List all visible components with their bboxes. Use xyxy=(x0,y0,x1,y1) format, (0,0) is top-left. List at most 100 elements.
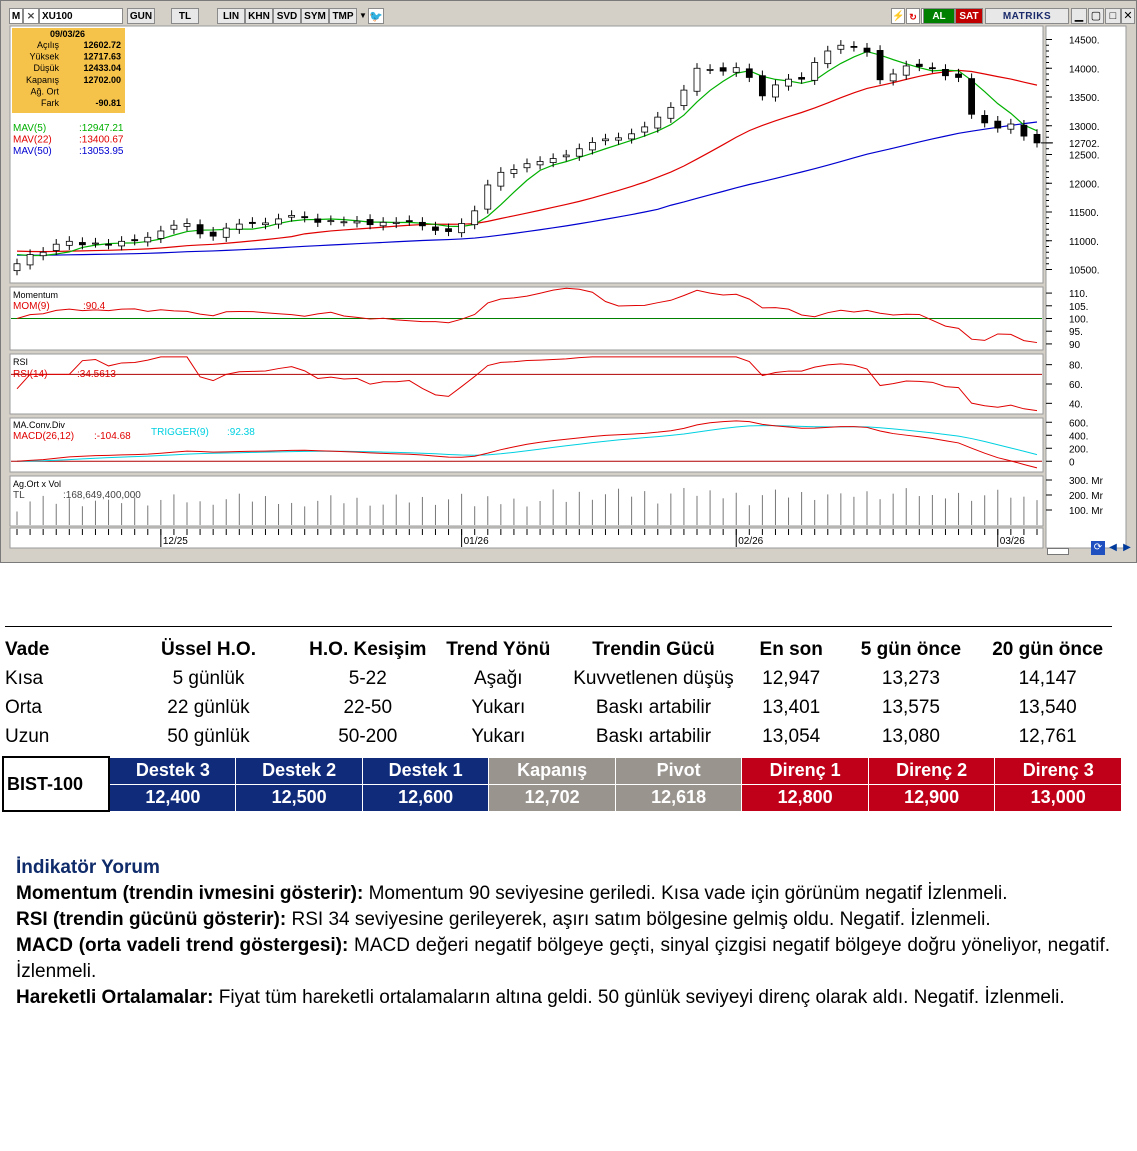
currency-button[interactable]: TL xyxy=(171,8,199,24)
ma-label: MAV(50) xyxy=(13,146,52,157)
trend-table: Vade Üssel H.O. H.O. Kesişim Trend Yönü … xyxy=(5,635,1115,751)
candle-body xyxy=(13,263,21,272)
col-header-vade: Vade xyxy=(5,638,50,660)
cell: Baskı artabilir xyxy=(595,725,712,747)
template-button[interactable]: TMP xyxy=(329,8,357,24)
horizontal-scrollbar[interactable] xyxy=(1047,548,1069,555)
date-label: 12/25 xyxy=(163,536,188,547)
scroll-right-icon[interactable]: ▶ xyxy=(1123,542,1131,553)
commentary-label: Hareketli Ortalamalar: xyxy=(16,987,214,1008)
momentum-tick-label: 105. xyxy=(1069,302,1088,313)
ma-label: MAV(5) xyxy=(13,123,46,134)
candle-body xyxy=(654,116,662,129)
symbol-field[interactable]: XU100 xyxy=(39,8,123,24)
level-value: 13,000 xyxy=(994,783,1122,812)
candle-body xyxy=(641,126,649,133)
trigger-value: :92.38 xyxy=(227,427,255,438)
commentary-item-momentum: Momentum (trendin ivmesini gösterir): Mo… xyxy=(16,881,1110,907)
candle-body xyxy=(994,120,1002,129)
candle-body xyxy=(523,163,531,169)
cell: 13,054 xyxy=(762,725,821,747)
price-tick-label: 12500. xyxy=(1069,151,1100,162)
panel-title: Momentum xyxy=(13,290,58,300)
candle-body xyxy=(235,223,243,230)
level-value: 12,400 xyxy=(108,783,237,812)
info-label: Ağ. Ort xyxy=(30,86,59,96)
commentary-text: RSI 34 seviyesine gerileyerek, aşırı sat… xyxy=(286,909,991,930)
candle-body xyxy=(915,63,923,67)
cell: Uzun xyxy=(5,725,50,747)
price-tick-label: 10500. xyxy=(1069,266,1100,277)
lightning-icon[interactable]: ⚡ xyxy=(891,8,905,24)
candle-body xyxy=(602,138,609,142)
candle-body xyxy=(889,73,897,82)
volume-value: :168,649,400,000 xyxy=(63,490,141,501)
buy-button[interactable]: AL xyxy=(923,8,955,24)
col-header-ema: Üssel H.O. xyxy=(160,638,256,660)
col-header-cross: H.O. Kesişim xyxy=(309,638,427,660)
candle-body xyxy=(144,236,152,243)
candle-body xyxy=(968,78,976,115)
candle-body xyxy=(588,142,596,151)
candle-body xyxy=(418,221,426,227)
candle-body xyxy=(876,50,884,81)
candle-body xyxy=(262,222,269,226)
candle-body xyxy=(170,224,178,230)
volume-tick-label: 200. Mr xyxy=(1069,491,1104,502)
candle-body xyxy=(758,75,766,97)
price-tick-label: 12000. xyxy=(1069,179,1100,190)
rsi-tick-label: 40. xyxy=(1069,399,1083,410)
col-header-5d: 5 gün önce xyxy=(860,638,962,660)
volume-label: TL xyxy=(13,490,25,501)
cell: 12,761 xyxy=(1018,725,1077,747)
info-label: Yüksek xyxy=(29,52,59,62)
panel-title: Ag.Ort x Vol xyxy=(13,479,61,489)
scale-button[interactable]: LIN xyxy=(217,8,245,24)
refresh-icon[interactable]: ↻ xyxy=(906,8,920,24)
price-tick-label: 13000. xyxy=(1069,122,1100,133)
candle-body xyxy=(445,228,452,232)
macd-tick-label: 400. xyxy=(1069,431,1088,442)
candle-body xyxy=(902,65,910,76)
restore-icon[interactable]: ▢ xyxy=(1088,8,1104,24)
cell: 13,273 xyxy=(881,667,940,689)
candle-body xyxy=(92,242,99,245)
twitter-icon[interactable]: 🐦 xyxy=(368,8,384,24)
period-button[interactable]: GUN xyxy=(127,8,155,24)
level-value: 12,500 xyxy=(235,783,363,812)
cell: 14,147 xyxy=(1018,667,1077,689)
minimize-icon[interactable]: ▁ xyxy=(1071,8,1087,24)
sync-icon[interactable]: ⟳ xyxy=(1091,541,1105,555)
candle-button[interactable]: KHN xyxy=(245,8,273,24)
symbol-button[interactable]: SYM xyxy=(301,8,329,24)
sell-button[interactable]: SAT xyxy=(955,8,983,24)
candle-body xyxy=(680,89,688,107)
maximize-icon[interactable]: □ xyxy=(1105,8,1121,24)
commentary-text: Momentum 90 seviyesine geriledi. Kısa va… xyxy=(363,883,1008,904)
cell: 22 günlük xyxy=(167,696,250,718)
save-button[interactable]: SVD xyxy=(273,8,301,24)
candle-body xyxy=(1033,133,1041,144)
col-header-latest: En son xyxy=(759,638,823,660)
rsi-tick-label: 60. xyxy=(1069,380,1083,391)
ma-value: :13400.67 xyxy=(79,135,124,146)
candle-body xyxy=(928,67,936,70)
momentum-label: MOM(9) xyxy=(13,301,50,312)
info-value: -90.81 xyxy=(95,98,121,108)
candle-body xyxy=(288,215,296,218)
trigger-label: TRIGGER(9) xyxy=(151,427,209,438)
chart-type-icon[interactable]: ⨯ xyxy=(23,8,39,24)
candle-body xyxy=(405,220,413,223)
candle-body xyxy=(118,240,126,247)
candle-body xyxy=(65,240,73,246)
template-dropdown-icon[interactable]: ▼ xyxy=(359,11,367,20)
commentary-text: Fiyat tüm hareketli ortalamaların altına… xyxy=(213,987,1065,1008)
menu-icon[interactable]: M xyxy=(9,8,23,24)
table-row: Uzun 50 günlük 50-200 Yukarı Baskı artab… xyxy=(5,722,1115,751)
volume-tick-label: 300. Mr xyxy=(1069,476,1104,487)
scroll-left-icon[interactable]: ◀ xyxy=(1109,542,1117,553)
close-icon[interactable]: ✕ xyxy=(1121,8,1135,24)
price-tick-label: 14500. xyxy=(1069,36,1100,47)
matriks-logo: MATRIKS xyxy=(985,8,1069,24)
